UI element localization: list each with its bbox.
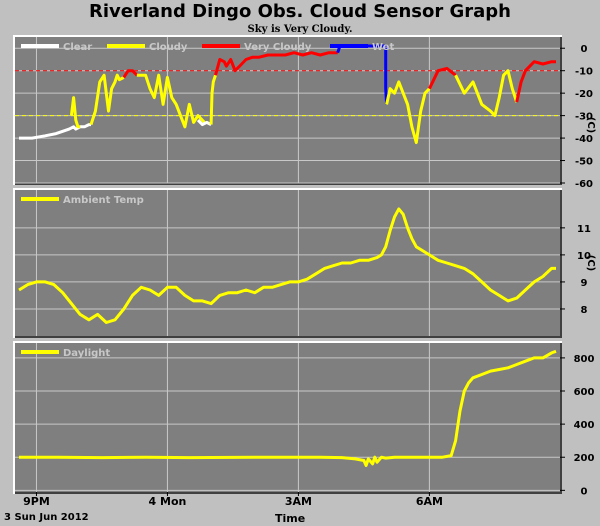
x-tick-label: 3AM — [285, 495, 312, 508]
series-line-clear — [196, 119, 212, 127]
y-tick-label: -50 — [575, 157, 593, 168]
legend-label: Cloudy — [149, 42, 188, 53]
x-tick-label: 9PM — [23, 495, 50, 508]
y-tick-label: 800 — [574, 354, 595, 365]
series-line-cloudy — [89, 73, 125, 126]
y-tick-label: -30 — [575, 112, 593, 123]
legend-label: Wet — [372, 42, 394, 53]
sky-temp-panel: 0 -10 -20 -30 -40 -50 -60 (C) Clear Cloudy Very Cl… — [13, 35, 596, 190]
series-line-cloudy — [136, 73, 206, 129]
y-tick-label: -40 — [575, 134, 593, 145]
y-tick-label: 9 — [581, 278, 588, 289]
series-line-very-cloudy — [428, 66, 457, 90]
y-tick-label: 200 — [574, 453, 595, 464]
series-line-daylight — [19, 349, 557, 467]
y-tick-label: 0 — [581, 486, 588, 497]
x-tick-label: 4 Mon — [149, 495, 187, 508]
x-tick-label: 6AM — [416, 495, 443, 508]
y-tick-label: 600 — [574, 387, 595, 398]
y-tick-label: 400 — [574, 420, 595, 431]
time-axis: 9PM 4 Mon 3AM 6AM — [23, 492, 443, 508]
series-line-cloudy — [209, 74, 217, 125]
legend-label: Daylight — [63, 348, 110, 359]
series-line-very-cloudy — [515, 60, 556, 103]
y-tick-label: 10 — [577, 251, 591, 262]
series-line-very-cloudy — [122, 69, 138, 79]
y-tick-label: 0 — [581, 44, 588, 55]
series-line-cloudy — [385, 80, 431, 145]
legend-label: Ambient Temp — [63, 195, 144, 206]
y-axis-unit: (C) — [585, 255, 596, 271]
y-tick-label: -20 — [575, 89, 593, 100]
plot-area — [15, 190, 560, 336]
daylight-panel: 0 200 400 600 800 Daylight — [13, 341, 594, 497]
y-tick-label: 8 — [581, 305, 588, 316]
y-axis-unit: (C) — [585, 117, 596, 133]
legend-label: Clear — [63, 42, 92, 53]
sky-status-subtitle: Sky is Very Cloudy. — [247, 24, 353, 35]
series-line-very-cloudy — [214, 51, 338, 76]
date-label: 3 Sun Jun 2012 — [4, 512, 89, 523]
series-line-cloudy — [69, 96, 81, 129]
chart-title: Riverland Dingo Obs. Cloud Sensor Graph — [89, 1, 511, 22]
legend-label: Very Cloudy — [244, 42, 312, 53]
plot-area — [15, 343, 560, 492]
series-line-ambient-temp — [18, 207, 556, 324]
y-tick-label: -60 — [575, 179, 593, 190]
series-line-clear — [19, 123, 91, 140]
ambient-temp-panel: 8 9 10 11 (C) Ambient Temp — [13, 188, 596, 338]
y-tick-label: 11 — [577, 224, 591, 235]
y-tick-label: -10 — [575, 67, 593, 78]
series-line-cloudy — [454, 69, 519, 118]
plot-area — [15, 37, 560, 183]
x-axis-label: Time — [275, 512, 306, 525]
